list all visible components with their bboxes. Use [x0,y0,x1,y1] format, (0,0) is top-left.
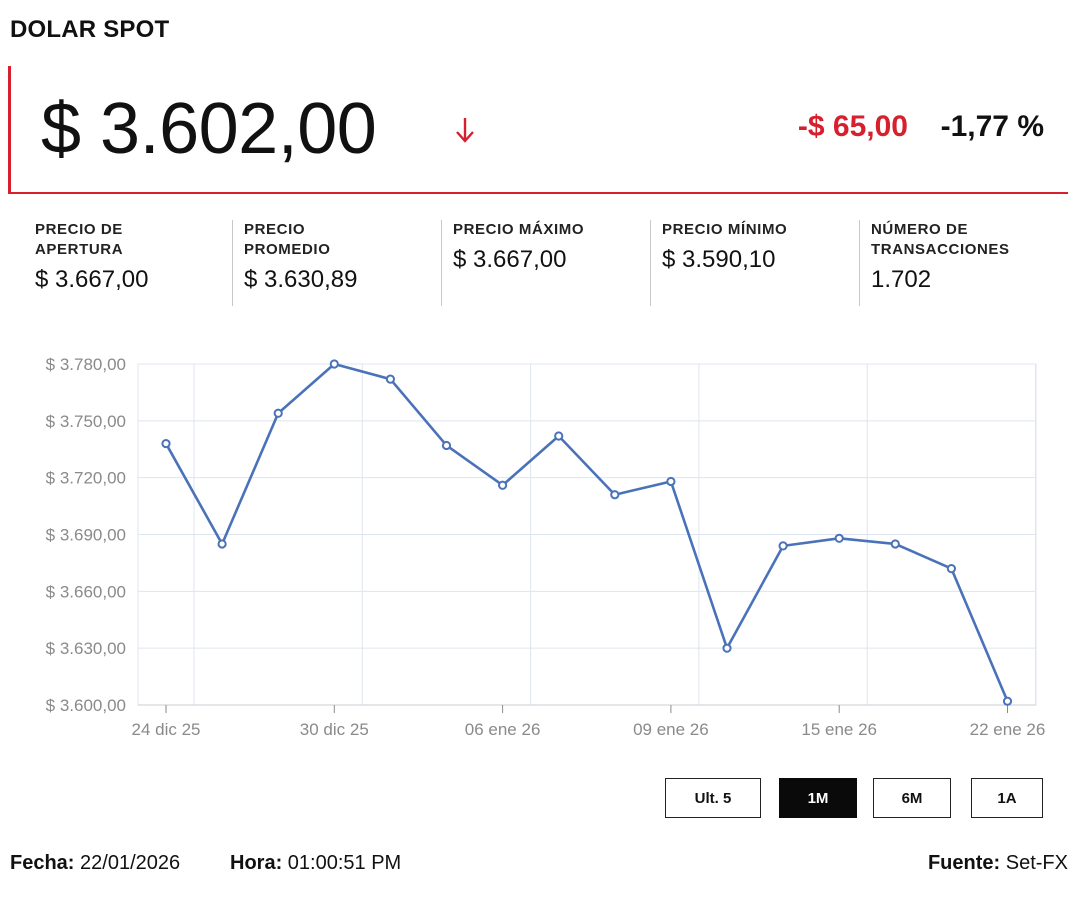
data-point [329,359,339,369]
stat-opening-price: PRECIO DE APERTURA $ 3.667,00 [24,220,232,306]
data-point [834,533,844,543]
data-point [441,440,452,451]
date-info: Fecha: 22/01/2026 [10,852,181,874]
data-point [722,643,732,653]
stat-max-price: PRECIO MÁXIMO $ 3.667,00 [441,220,650,306]
y-tick-label: $ 3.600,00 [46,696,126,715]
stat-label: PRECIO MÍNIMO [662,221,788,238]
y-tick-label: $ 3.780,00 [46,355,126,374]
stat-min-price: PRECIO MÍNIMO $ 3.590,10 [650,220,859,306]
page-title: DOLAR SPOT [10,16,170,43]
stat-value: $ 3.667,00 [453,246,567,273]
time-info: Hora: 01:00:51 PM [230,852,402,874]
data-point [946,564,957,574]
data-point [217,539,227,549]
stat-value: $ 3.590,10 [662,246,776,273]
arrow-down-icon [456,118,474,143]
range-button-ult5[interactable]: Ult. 5 [665,778,761,818]
data-point [1002,696,1013,706]
stat-value: $ 3.630,89 [244,266,358,293]
y-tick-label: $ 3.720,00 [46,469,126,488]
stat-label: PRECIO DE APERTURA [35,221,124,258]
data-point [385,374,395,384]
data-point [554,431,564,441]
data-point [498,480,508,490]
stat-label: PRECIO PROMEDIO [244,221,331,258]
stat-value: $ 3.667,00 [35,266,149,293]
stat-transactions: NÚMERO DE TRANSACCIONES 1.702 [859,220,1068,306]
data-point [778,541,788,551]
current-price: $ 3.602,00 [41,89,377,169]
data-point [161,438,171,449]
data-point [666,476,676,487]
price-change-absolute: -$ 65,00 [797,110,908,143]
stat-label: PRECIO MÁXIMO [453,221,585,238]
range-button-1a[interactable]: 1A [971,778,1043,818]
series-line [164,362,1009,702]
data-point [273,408,283,418]
x-tick-label: 24 dic 25 [132,720,201,739]
y-tick-label: $ 3.690,00 [46,526,126,545]
range-button-1m[interactable]: 1M [779,778,857,818]
price-stats: PRECIO DE APERTURA $ 3.667,00 PRECIO PROME… [24,220,1068,306]
price-change-percent: -1,77 % [940,110,1044,143]
range-button-6m[interactable]: 6M [873,778,951,818]
data-point [610,490,620,500]
x-tick-label: 30 dic 25 [300,720,369,739]
x-tick-label: 22 ene 26 [970,720,1046,739]
stat-value: 1.702 [871,266,932,293]
price-line-chart: $ 3.600,00 $ 3.630,00 $ 3.660,00 $ 3.690,00… [46,355,1046,739]
source-info: Fuente: Set-FX [927,852,1068,874]
data-point [890,539,900,549]
price-panel: $ 3.602,00 -$ 65,00 -1,77 % [8,66,1068,194]
x-tick-label: 09 ene 26 [633,720,709,739]
y-tick-label: $ 3.630,00 [46,639,126,658]
y-tick-label: $ 3.660,00 [46,582,126,601]
x-tick-label: 06 ene 26 [465,720,541,739]
stat-average-price: PRECIO PROMEDIO $ 3.630,89 [232,220,441,306]
x-tick-label: 15 ene 26 [801,720,877,739]
stat-label: NÚMERO DE TRANSACCIONES [871,221,1010,258]
y-tick-label: $ 3.750,00 [46,412,126,431]
